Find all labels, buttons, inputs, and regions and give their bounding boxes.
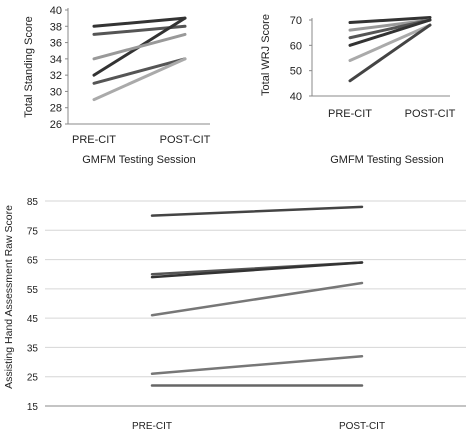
series-line-4	[150, 281, 364, 317]
x-tick-label: PRE-CIT	[328, 108, 372, 120]
y-tick-label: 38	[50, 21, 62, 33]
y-tick-label: 45	[27, 314, 39, 325]
series-line-1	[92, 16, 187, 28]
x-axis-title: GMFM Testing Session	[330, 154, 444, 166]
y-tick-label: 70	[290, 15, 302, 27]
series-line-5	[92, 57, 187, 85]
y-tick-label: 50	[290, 66, 302, 78]
x-tick-label: POST-CIT	[339, 421, 385, 432]
y-tick-label: 36	[50, 38, 62, 50]
chart-standing: 26 28 30 32 34 36 38 40 PRE-CIT POST-CIT GMFM Test…	[23, 5, 211, 166]
series-line-4	[92, 32, 187, 61]
series-line-6	[92, 57, 187, 102]
y-tick-label: 85	[27, 197, 39, 208]
y-tick-label: 75	[27, 226, 39, 237]
y-tick-label: 15	[27, 402, 39, 413]
series-line-3	[150, 261, 364, 279]
x-tick-label: PRE-CIT	[72, 134, 116, 146]
series-line-5	[150, 354, 364, 376]
chart-aha: 15 25 35 45 55 65 75 85 PRE-CIT POST-CIT Assisting…	[3, 197, 466, 432]
y-tick-label: 32	[50, 70, 62, 82]
series-line-5	[348, 23, 432, 63]
y-tick-label: 40	[50, 5, 62, 17]
y-tick-label: 60	[290, 40, 302, 52]
series-line-4	[348, 18, 432, 47]
series-line-1	[348, 15, 432, 25]
series-line-1	[150, 205, 364, 217]
chart-wrj: 40 50 60 70 PRE-CIT POST-CIT GMFM Testing Sess…	[260, 14, 456, 166]
x-axis-title: GMFM Testing Session	[82, 154, 196, 166]
y-tick-label: 28	[50, 103, 62, 115]
y-tick-label: 26	[50, 119, 62, 131]
y-axis-title: Assisting Hand Assessment Raw Score	[3, 205, 15, 389]
y-axis-title: Total WRJ Score	[260, 14, 272, 96]
x-tick-label: POST-CIT	[160, 134, 211, 146]
y-tick-label: 35	[27, 343, 39, 354]
x-tick-label: PRE-CIT	[132, 421, 172, 432]
y-tick-label: 65	[27, 256, 39, 267]
y-tick-label: 25	[27, 373, 39, 384]
y-tick-label: 34	[50, 54, 62, 66]
y-tick-label: 30	[50, 86, 62, 98]
y-axis-title: Total Standing Score	[23, 16, 35, 118]
x-tick-label: POST-CIT	[405, 108, 456, 120]
y-tick-label: 55	[27, 285, 39, 296]
y-tick-label: 40	[290, 91, 302, 103]
series-line-6	[348, 23, 432, 83]
